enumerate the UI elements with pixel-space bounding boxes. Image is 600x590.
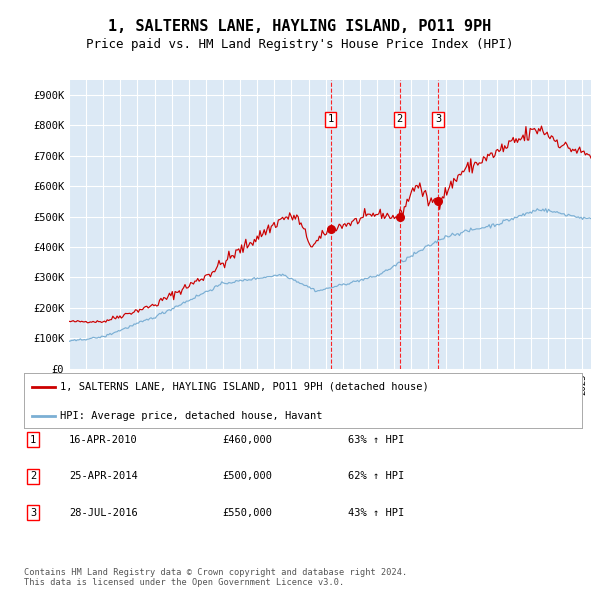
Text: 63% ↑ HPI: 63% ↑ HPI <box>348 435 404 444</box>
Text: £460,000: £460,000 <box>222 435 272 444</box>
Text: 1: 1 <box>30 435 36 444</box>
Text: This data is licensed under the Open Government Licence v3.0.: This data is licensed under the Open Gov… <box>24 578 344 588</box>
Text: 16-APR-2010: 16-APR-2010 <box>69 435 138 444</box>
Text: 3: 3 <box>30 508 36 517</box>
Text: 28-JUL-2016: 28-JUL-2016 <box>69 508 138 517</box>
Text: £550,000: £550,000 <box>222 508 272 517</box>
Text: Contains HM Land Registry data © Crown copyright and database right 2024.: Contains HM Land Registry data © Crown c… <box>24 568 407 577</box>
Text: 2: 2 <box>397 114 403 124</box>
Text: 1, SALTERNS LANE, HAYLING ISLAND, PO11 9PH (detached house): 1, SALTERNS LANE, HAYLING ISLAND, PO11 9… <box>60 382 429 392</box>
Text: 25-APR-2014: 25-APR-2014 <box>69 471 138 481</box>
Text: HPI: Average price, detached house, Havant: HPI: Average price, detached house, Hava… <box>60 411 323 421</box>
Text: 62% ↑ HPI: 62% ↑ HPI <box>348 471 404 481</box>
Text: £500,000: £500,000 <box>222 471 272 481</box>
Text: 1: 1 <box>328 114 334 124</box>
Text: 1, SALTERNS LANE, HAYLING ISLAND, PO11 9PH: 1, SALTERNS LANE, HAYLING ISLAND, PO11 9… <box>109 19 491 34</box>
Text: Price paid vs. HM Land Registry's House Price Index (HPI): Price paid vs. HM Land Registry's House … <box>86 38 514 51</box>
Text: 2: 2 <box>30 471 36 481</box>
Text: 43% ↑ HPI: 43% ↑ HPI <box>348 508 404 517</box>
Text: 3: 3 <box>435 114 441 124</box>
